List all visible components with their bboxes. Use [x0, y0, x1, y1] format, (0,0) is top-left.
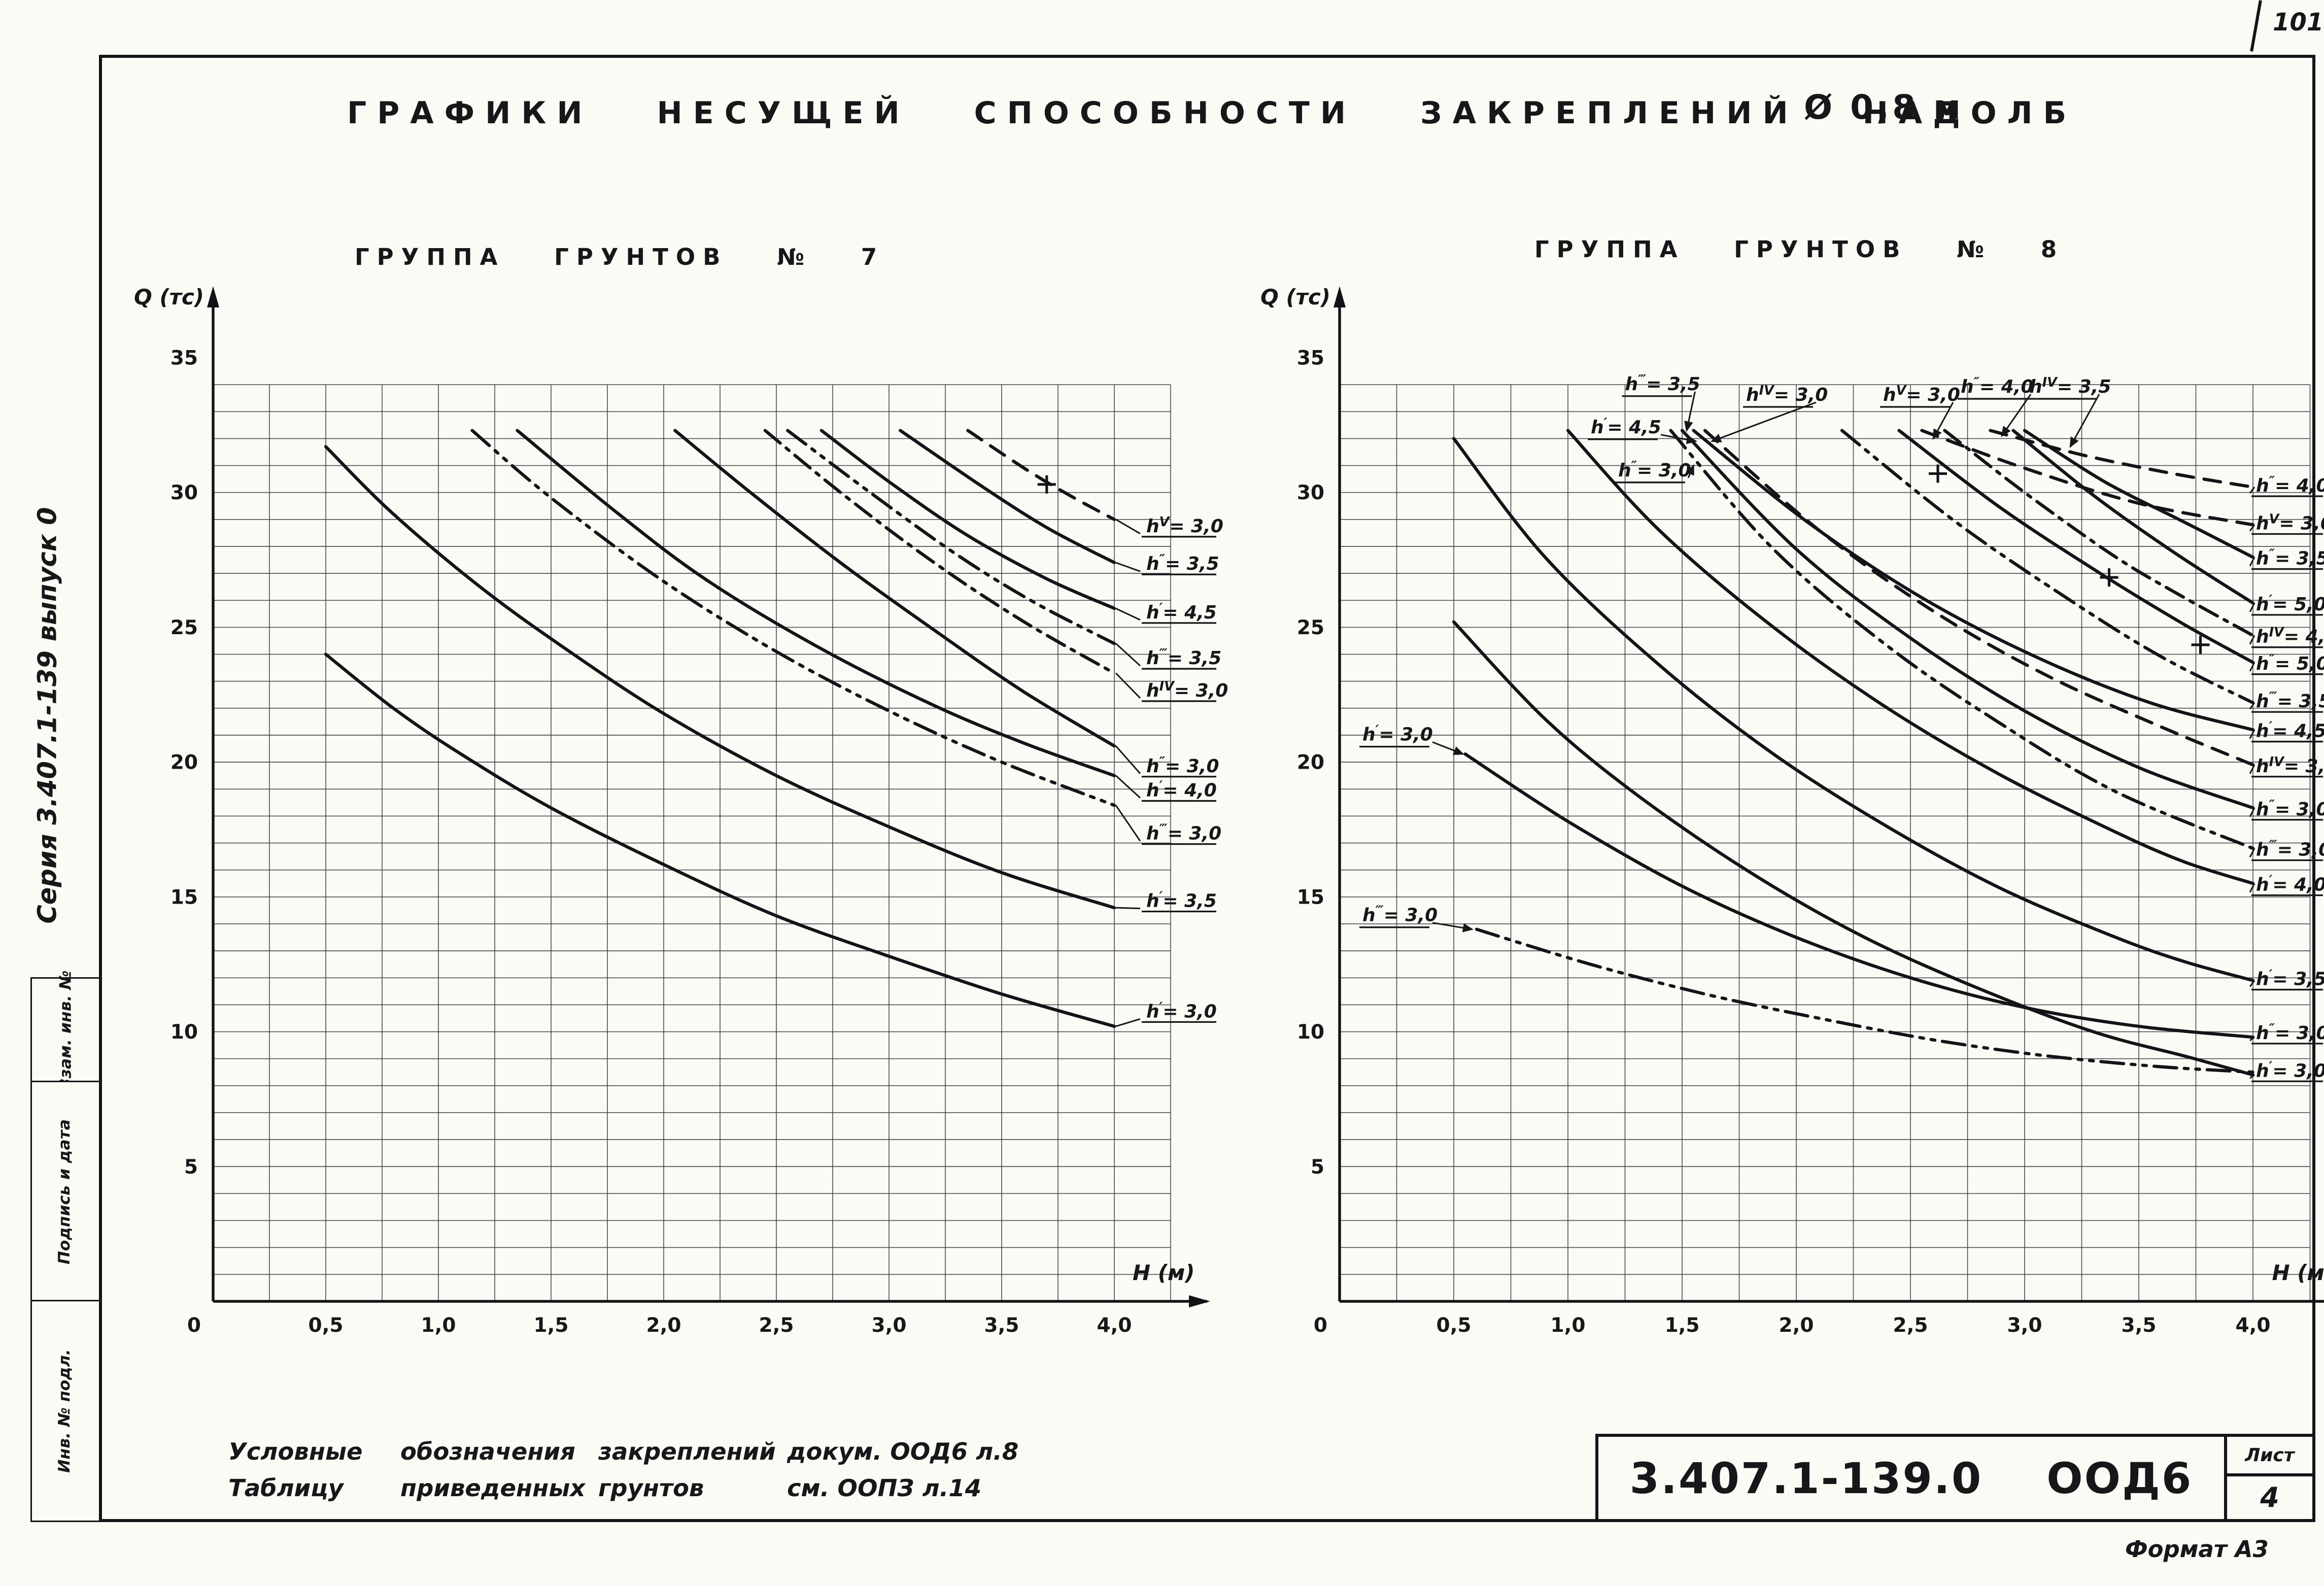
svg-text:1,0: 1,0 [421, 1314, 456, 1337]
svg-text:h″= 3,5: h″= 3,5 [1146, 552, 1219, 574]
svg-text:Q (тс): Q (тс) [134, 285, 204, 309]
svg-text:h″= 4,0: h″= 4,0 [1961, 375, 2034, 397]
notes-line2-word3: грунтов [598, 1475, 787, 1502]
notes-line1-word2: обозначения [400, 1438, 598, 1466]
sheet-number: 4 [2227, 1476, 2312, 1519]
svg-text:10: 10 [1297, 1021, 1324, 1044]
svg-text:10: 10 [170, 1021, 198, 1044]
svg-text:h″= 4,0: h″= 4,0 [2256, 474, 2324, 496]
legend-notes: Условные обозначения закреплений докум. … [228, 1438, 1018, 1502]
svg-text:H (м): H (м) [1133, 1260, 1195, 1285]
svg-text:h′= 3,5: h′= 3,5 [2256, 968, 2324, 990]
svg-text:35: 35 [1297, 347, 1324, 370]
svg-text:h‴= 3,5: h‴= 3,5 [2256, 689, 2324, 712]
svg-text:2,0: 2,0 [646, 1314, 681, 1337]
chart-group-8: 5 10 15 20 25 30 35 0,5 1,0 1,5 2,0 2,5 3,0 3,5 4,0 0 Q … [1248, 228, 2324, 1362]
stamp-inv-podl: Инв. № подл. [30, 1300, 100, 1522]
svg-text:h′= 4,5: h′= 4,5 [2256, 719, 2324, 742]
notes-line2-word2: приведенных [400, 1475, 598, 1502]
svg-text:30: 30 [1297, 481, 1324, 504]
svg-text:h′= 4,0: h′= 4,0 [1146, 779, 1217, 801]
svg-text:h″= 3,0: h″= 3,0 [2256, 1021, 2324, 1044]
svg-text:5: 5 [1311, 1156, 1324, 1179]
svg-text:h‴= 3,0: h‴= 3,0 [1146, 822, 1221, 844]
svg-text:25: 25 [1297, 616, 1324, 639]
svg-text:hIV= 4,0: hIV= 4,0 [2256, 625, 2324, 647]
svg-text:3,0: 3,0 [871, 1314, 906, 1337]
svg-text:h″= 3,0: h″= 3,0 [1618, 459, 1691, 481]
svg-text:h′= 3,5: h′= 3,5 [1146, 889, 1217, 911]
svg-text:h‴= 3,5: h‴= 3,5 [1146, 646, 1221, 669]
svg-text:15: 15 [1297, 886, 1324, 909]
svg-text:h′= 4,0: h′= 4,0 [2256, 873, 2324, 895]
series-note: Серия 3.407.1-139 выпуск 0 [12, 441, 85, 989]
svg-text:hV= 3,0: hV= 3,0 [1146, 514, 1223, 537]
document-code: 3.407.1-139.0 [1630, 1453, 1983, 1503]
notes-line1-ref: докум. ООД6 л.8 [787, 1438, 1018, 1466]
notes-line1-word3: закреплений [598, 1438, 787, 1466]
svg-text:h′= 4,5: h′= 4,5 [1146, 601, 1217, 623]
svg-text:3,0: 3,0 [2007, 1314, 2042, 1337]
corner-mark [2250, 0, 2262, 51]
svg-text:h′= 3,0: h′= 3,0 [1362, 723, 1433, 745]
svg-text:h‴= 3,0: h‴= 3,0 [1362, 904, 1438, 926]
svg-text:h‴= 3,5: h‴= 3,5 [1625, 372, 1700, 395]
svg-text:20: 20 [1297, 751, 1324, 774]
svg-text:1,5: 1,5 [533, 1314, 568, 1337]
svg-text:hV= 3,0: hV= 3,0 [2256, 511, 2324, 534]
stamp-podpis-data: Подпись и дата [30, 1081, 100, 1303]
svg-text:h″= 5,0: h″= 5,0 [2256, 652, 2324, 674]
svg-text:3,5: 3,5 [984, 1314, 1019, 1337]
svg-text:h″= 3,0: h″= 3,0 [1146, 754, 1219, 777]
svg-text:2,5: 2,5 [1893, 1314, 1928, 1337]
svg-text:hIV= 3,5: hIV= 3,5 [2029, 375, 2111, 397]
svg-text:Q (тс): Q (тс) [1260, 285, 1330, 309]
svg-text:hIV= 3,5: hIV= 3,5 [2256, 754, 2324, 777]
chart-group-7: 5 10 15 20 25 30 35 0,5 1,0 1,5 2,0 2,5 3,0 3,5 4,0 0 Q … [129, 228, 1309, 1362]
svg-text:h″= 3,5: h″= 3,5 [2256, 547, 2324, 569]
svg-text:hIV= 3,0: hIV= 3,0 [1146, 679, 1228, 701]
svg-text:h′= 5,0: h′= 5,0 [2256, 593, 2324, 615]
svg-text:0,5: 0,5 [1436, 1314, 1471, 1337]
svg-text:4,0: 4,0 [2235, 1314, 2270, 1337]
drawing-title-diameter: Ø 0,8 м [1804, 90, 1964, 128]
svg-text:hV= 3,0: hV= 3,0 [1883, 383, 1960, 405]
svg-text:0: 0 [187, 1314, 201, 1337]
page-number: 101 [2273, 8, 2323, 37]
svg-text:20: 20 [170, 751, 198, 774]
svg-text:h′= 4,5: h′= 4,5 [1591, 416, 1661, 438]
notes-line1-word1: Условные [228, 1438, 400, 1466]
svg-text:5: 5 [184, 1156, 198, 1179]
svg-text:2,5: 2,5 [759, 1314, 794, 1337]
svg-text:h′= 3,0: h′= 3,0 [2256, 1059, 2324, 1081]
svg-text:1,5: 1,5 [1664, 1314, 1699, 1337]
svg-text:0: 0 [1314, 1314, 1327, 1337]
svg-text:3,5: 3,5 [2121, 1314, 2156, 1337]
svg-text:h″= 3,0: h″= 3,0 [2256, 798, 2324, 820]
svg-text:15: 15 [170, 886, 198, 909]
svg-text:30: 30 [170, 481, 198, 504]
svg-text:2,0: 2,0 [1779, 1314, 1814, 1337]
stamp-vzam-inv: Взам. инв. № [30, 977, 100, 1084]
title-block: 3.407.1-139.0 ООД6 Лист 4 [1595, 1434, 2315, 1522]
svg-text:H (м): H (м) [2272, 1260, 2324, 1285]
notes-line2-word1: Таблицу [228, 1475, 400, 1502]
sheet-label: Лист [2227, 1437, 2312, 1476]
format-note: Формат А3 [2125, 1536, 2269, 1563]
document-doc: ООД6 [2046, 1453, 2193, 1503]
title-block-code-cell: 3.407.1-139.0 ООД6 [1598, 1437, 2224, 1519]
notes-line2-ref: см. ООПЗ л.14 [787, 1475, 1018, 1502]
svg-text:h‴= 3,0: h‴= 3,0 [2256, 838, 2324, 860]
svg-text:1,0: 1,0 [1550, 1314, 1585, 1337]
svg-text:35: 35 [170, 347, 198, 370]
svg-text:4,0: 4,0 [1097, 1314, 1132, 1337]
title-block-sheet-cell: Лист 4 [2224, 1437, 2312, 1519]
svg-text:0,5: 0,5 [308, 1314, 343, 1337]
svg-text:h′= 3,0: h′= 3,0 [1146, 999, 1217, 1022]
svg-text:25: 25 [170, 616, 198, 639]
